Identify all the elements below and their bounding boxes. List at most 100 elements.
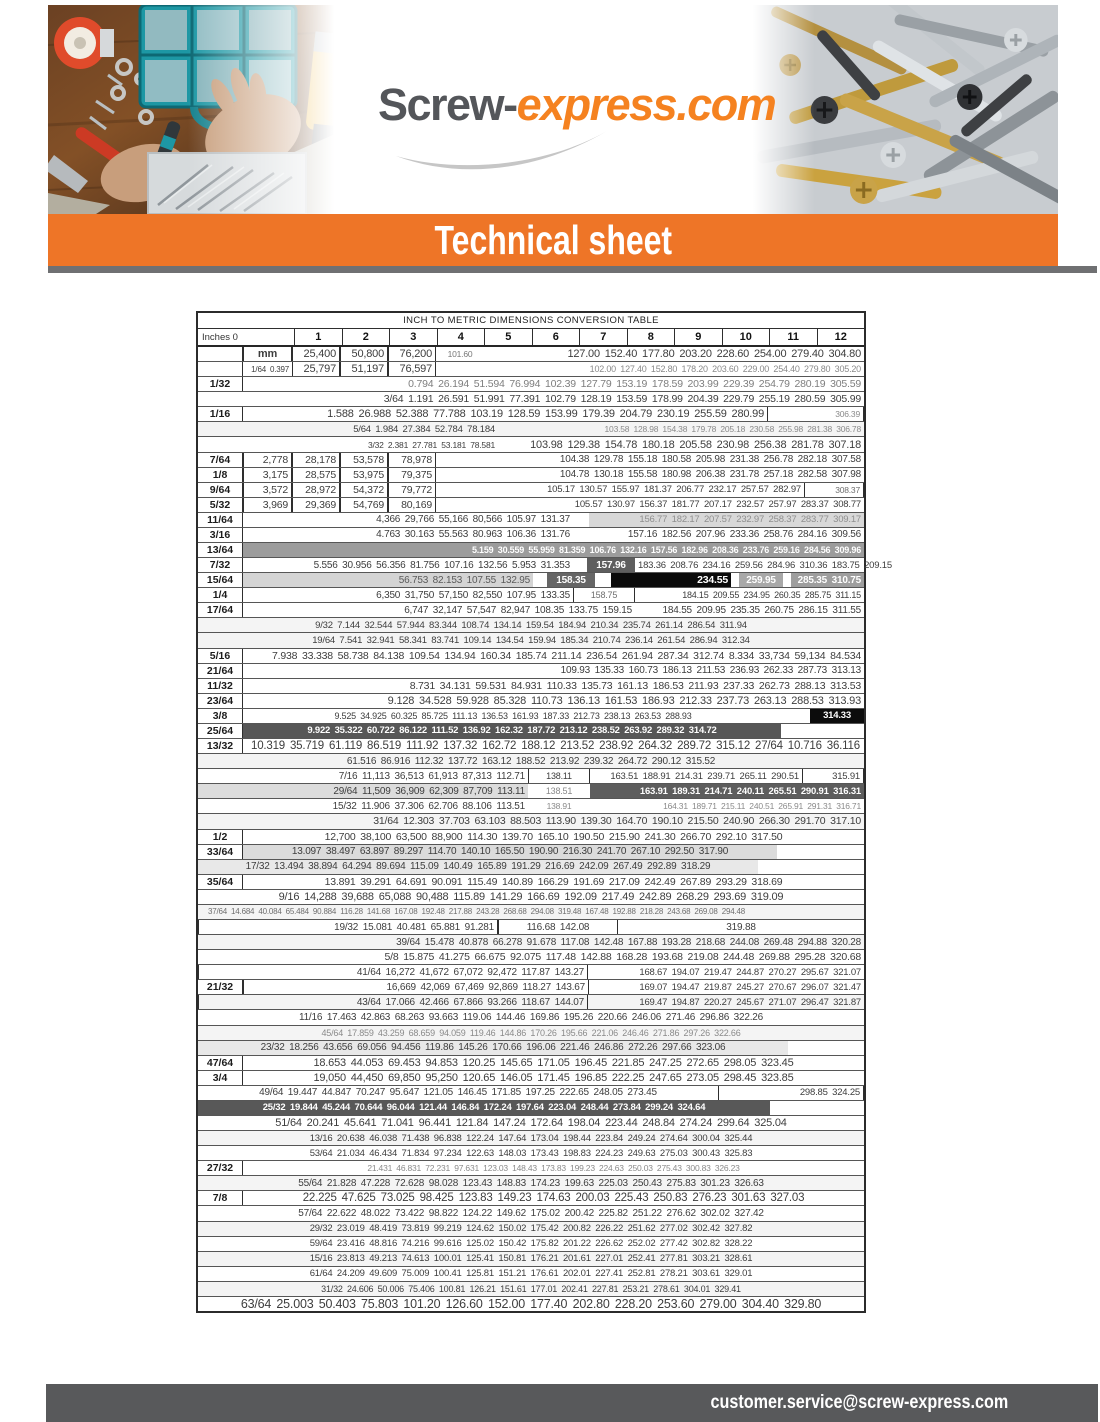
table-cell: 9.525 34.925 60.325 85.725 111.13 136.53… xyxy=(334,710,692,721)
table-cell: 158.35 xyxy=(547,573,595,588)
table-cell: 31/64 12.303 37.703 63.103 88.503 113.90… xyxy=(373,815,861,828)
table-cell xyxy=(533,573,547,587)
table-cell: 29,369 xyxy=(292,497,340,512)
table-row: 17/32 13.494 38.894 64.294 89.694 115.09… xyxy=(198,859,864,875)
table-cell: 3,175 xyxy=(243,467,292,482)
table-cell: 13.891 39.291 64.691 90.091 115.49 140.8… xyxy=(324,875,783,888)
table-cell: 169.47 194.87 220.27 245.67 271.07 296.4… xyxy=(639,996,861,1008)
table-row: 37/64 14.684 40.084 65.484 90.884 116.28… xyxy=(198,904,864,920)
table-row: 55/64 21.828 47.228 72.628 98.028 123.43… xyxy=(198,1176,864,1192)
table-cell xyxy=(573,558,587,572)
table-cell: 319.88 xyxy=(726,921,756,933)
row-label: 3/4 xyxy=(198,1070,243,1085)
table-cell: 4,366 29,766 55,166 80,566 105.97 131.37 xyxy=(376,514,570,526)
table-cell: 61/64 24.209 49.609 75.009 100.41 125.81… xyxy=(309,1268,753,1280)
table-cell: 315.91 xyxy=(802,769,864,784)
table-cell: 3,969 xyxy=(243,497,292,512)
row-label: 35/64 xyxy=(198,874,243,889)
table-row: 7/8 22.225 47.625 73.025 98.425 123.83 14… xyxy=(198,1191,864,1207)
table-cell: 3/32 2.381 27.781 53.181 78.581 xyxy=(367,439,495,450)
table-header-col: 9 xyxy=(674,329,722,345)
row-label: 1/32 xyxy=(198,377,243,392)
table-cell xyxy=(777,845,864,859)
table-row: 19/64 7.541 32.941 58.341 83.741 109.14 … xyxy=(198,633,864,649)
table-header-row: Inches 0 1 2 3 4 5 6 7 8 9 10 11 12 xyxy=(198,329,864,347)
footer-email[interactable]: customer.service@screw-express.com xyxy=(710,1392,1008,1413)
table-cell: 31/32 24.606 50.006 75.406 100.81 126.21… xyxy=(321,1283,741,1294)
table-row: 17/64 6,747 32,147 57,547 82,947 108.35 1… xyxy=(198,603,864,619)
table-cell: 5/8 15.875 41.275 66.675 92.075 117.48 1… xyxy=(384,951,862,964)
table-cell: 16,669 42,069 67,469 92,869 118.27 143.6… xyxy=(243,980,589,995)
tape-measure xyxy=(54,17,114,69)
table-row: 1/4 6,350 31,750 57,150 82,550 107.95 133… xyxy=(198,588,864,604)
table-row: 3/4 19,050 44,450 69,850 95,250 120.65 14… xyxy=(198,1070,864,1086)
table-row: 15/16 23.813 49.213 74.613 100.01 125.41… xyxy=(198,1251,864,1267)
table-cell: 138.91 xyxy=(546,801,572,812)
table-row: 27/32 21.431 46.831 72.231 97.631 123.03 … xyxy=(198,1161,864,1177)
table-cell: 109.93 135.33 160.73 186.13 211.53 236.9… xyxy=(560,665,862,677)
table-row: 41/64 16,272 41,672 67,072 92,472 117.87… xyxy=(198,965,864,981)
loose-screws xyxy=(89,73,123,131)
table-cell: 51,197 xyxy=(340,362,388,377)
table-cell: 184.55 209.95 235.35 260.75 286.15 311.5… xyxy=(662,604,862,616)
row-label: 23/64 xyxy=(198,693,243,708)
row-label: 1/4 xyxy=(198,588,243,603)
table-header-col: 12 xyxy=(816,329,865,345)
table-cell: 63/64 25.003 50.403 75.803 101.20 126.60… xyxy=(240,1296,822,1311)
logo: Screw-express.com xyxy=(378,82,777,127)
row-label: 21/64 xyxy=(198,663,243,678)
table-row: 63/64 25.003 50.403 75.803 101.20 126.60… xyxy=(198,1297,864,1311)
row-label: 11/64 xyxy=(198,512,243,527)
row-label: 1/8 xyxy=(198,467,243,482)
table-row: 11/32 8.731 34.131 59.531 84.931 110.33 1… xyxy=(198,678,864,694)
table-cell: 21.431 46.831 72.231 97.631 123.03 148.4… xyxy=(367,1163,740,1174)
table-row: 7/16 11,113 36,513 61,913 87,313 112.71 1… xyxy=(198,769,864,785)
table-row: 11/16 17.463 42.863 68.263 93.663 119.06… xyxy=(198,1010,864,1026)
table-cell: 6,350 31,750 57,150 82,550 107.95 133.35 xyxy=(376,589,570,601)
table-cell: 7.938 33.338 58.738 84.138 109.54 134.94… xyxy=(272,649,861,662)
table-cell xyxy=(783,709,810,723)
table-cell: 28,575 xyxy=(292,467,340,482)
table-cell: 306.39 xyxy=(767,407,864,422)
row-label: 7/8 xyxy=(198,1191,243,1206)
logo-swoosh-icon xyxy=(396,128,612,170)
table-row: 23/32 18.256 43.656 69.056 94.456 119.86… xyxy=(198,1040,864,1056)
workbench-photo-graphic xyxy=(48,5,360,214)
table-cell xyxy=(573,513,589,527)
table-row: 15/32 11.906 37.306 62.706 88.106 113.51… xyxy=(198,799,864,815)
table-cell: 15/16 23.813 49.213 74.613 100.01 125.41… xyxy=(309,1253,753,1265)
table-cell: 19/64 7.541 32.941 58.341 83.741 109.14 … xyxy=(312,635,750,647)
table-row: 1/16 1.588 26.988 52.388 77.788 103.19 12… xyxy=(198,407,864,423)
table-cell: 51/64 20.241 45.641 71.041 96.441 121.84… xyxy=(275,1117,787,1130)
table-row: 25/32 19.844 45.244 70.644 96.044 121.44… xyxy=(198,1100,864,1116)
table-row: 47/64 18.653 44.053 69.453 94.853 120.25 … xyxy=(198,1055,864,1071)
table-cell: 285.35 310.75 xyxy=(791,573,864,588)
row-label: 15/64 xyxy=(198,573,243,588)
table-cell: 156.77 182.17 207.57 232.97 258.37 283.7… xyxy=(589,512,864,527)
table-cell: 22.225 47.625 73.025 98.425 123.83 149.2… xyxy=(302,1192,805,1205)
table-row: 29/64 11,509 36,909 62,309 87,709 113.11… xyxy=(198,784,864,800)
table-row: 9/32 7.144 32.544 57.944 83.344 108.74 1… xyxy=(198,618,864,634)
table-row: 9/16 14,288 39,688 65,088 90,488 115.89 … xyxy=(198,890,864,905)
table-row: 19/32 15.081 40.481 65.881 91.281 116.68 … xyxy=(198,919,864,936)
row-label: 1/16 xyxy=(198,407,243,422)
table-cell: 314.33 xyxy=(810,708,864,723)
logo-express: express.com xyxy=(516,79,777,130)
table-cell: 10.319 35.719 61.119 86.519 111.92 137.3… xyxy=(251,740,860,753)
row-label: 25/64 xyxy=(198,723,243,739)
table-cell: 76,200 xyxy=(388,347,436,362)
table-cell: 61.516 86.916 112.32 137.72 163.12 188.5… xyxy=(346,755,716,767)
footer: customer.service@screw-express.com xyxy=(46,1384,1098,1422)
workbench-photo xyxy=(48,5,360,214)
table-cell: 138.11 xyxy=(528,769,590,784)
table-cell: 55/64 21.828 47.228 72.628 98.028 123.43… xyxy=(298,1177,764,1189)
table-cell: 169.07 194.47 219.87 245.27 270.67 296.0… xyxy=(639,981,861,993)
table-cell: 4.763 30.163 55.563 80.963 106.36 131.76 xyxy=(376,529,570,541)
table-cell: 1.588 26.988 52.388 77.788 103.19 128.59… xyxy=(327,408,764,421)
table-cell: 25,797 xyxy=(292,362,340,377)
row-label: 17/64 xyxy=(198,603,243,618)
table-cell: 183.36 208.76 234.16 259.56 284.96 310.3… xyxy=(638,559,892,571)
table-row: 51/64 20.241 45.641 71.041 96.441 121.84… xyxy=(198,1116,864,1132)
table-header-col: 10 xyxy=(721,329,770,345)
